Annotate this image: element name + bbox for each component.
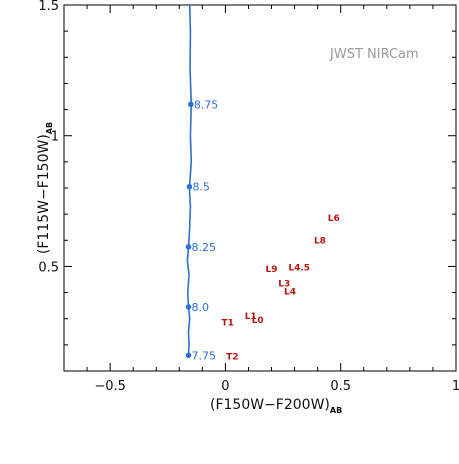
x-tick-label: 1 <box>452 379 459 394</box>
x-tick-label: 0 <box>221 379 229 394</box>
object-label: L8 <box>314 236 326 246</box>
x-axis-label: (F150W−F200W)AB <box>210 397 342 415</box>
object-label: T2 <box>226 353 238 363</box>
object-label: T1 <box>222 319 234 329</box>
x-axis-label-main: (F150W−F200W) <box>210 397 330 413</box>
track-series: 7.75 8.0 8.25 8.5 8.75 <box>185 4 219 362</box>
track-point <box>185 304 192 310</box>
object-label: L9 <box>266 265 278 275</box>
y-axis-label: (F115W−F150W)AB <box>36 122 54 254</box>
track-point-label: 7.75 <box>192 349 217 362</box>
x-tick-label: −0.5 <box>94 379 126 394</box>
track-point <box>185 352 192 359</box>
y-axis-label-main: (F115W−F150W) <box>36 134 52 254</box>
track-point-label: 8.75 <box>194 98 219 111</box>
axis-ticks <box>63 4 457 372</box>
x-tick-labels: −0.5 0 0.5 1 <box>94 379 459 394</box>
x-tick-label: 0.5 <box>330 379 351 394</box>
track-point-label: 8.0 <box>192 301 210 314</box>
object-label: L4 <box>284 287 296 297</box>
track-point-label: 8.25 <box>192 241 217 254</box>
object-label: L1 <box>245 312 257 322</box>
track-point <box>185 244 192 250</box>
object-label: L4.5 <box>288 264 310 274</box>
track-point-label: 8.5 <box>192 181 210 194</box>
y-tick-labels: 0.5 1 1.5 <box>38 0 59 275</box>
y-tick-label: 1.5 <box>38 0 59 14</box>
y-tick-label: 0.5 <box>38 260 59 275</box>
chart-annotation: JWST NIRCam <box>329 47 419 62</box>
object-label: L0 <box>252 316 264 326</box>
object-label: L3 <box>278 279 290 289</box>
object-label: L6 <box>328 214 340 224</box>
track-line <box>186 4 193 356</box>
track-point <box>186 183 193 190</box>
y-axis-label-subscript: AB <box>45 122 54 134</box>
x-axis-label-subscript: AB <box>330 406 342 415</box>
y-tick-label: 1 <box>51 130 59 145</box>
track-point <box>188 101 194 108</box>
